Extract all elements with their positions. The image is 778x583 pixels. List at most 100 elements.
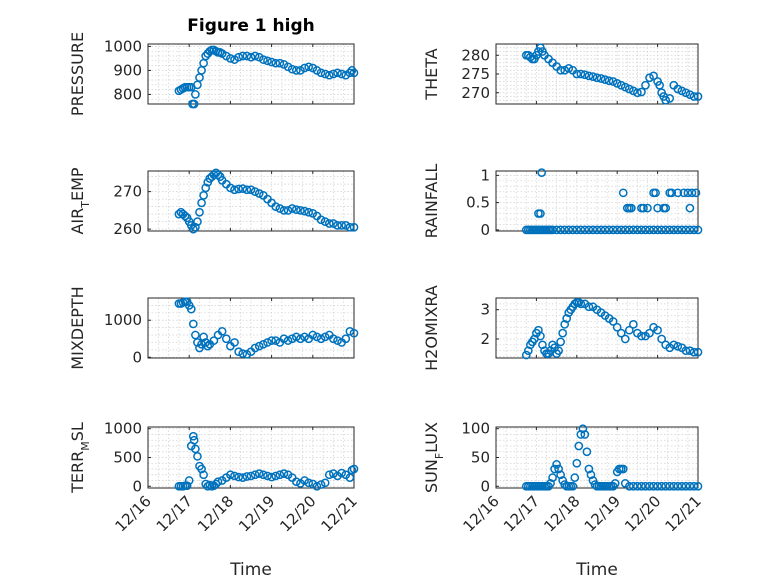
data-point	[291, 332, 301, 342]
y-axis-label: H2OMIXRA	[422, 285, 441, 371]
data-point	[576, 430, 586, 439]
data-point	[633, 225, 642, 235]
data-point	[693, 92, 703, 101]
series-pressure	[174, 45, 359, 109]
data-point	[316, 334, 326, 344]
data-point	[308, 330, 318, 340]
axes-frame-mixdepth	[147, 297, 355, 359]
data-point	[271, 58, 281, 68]
data-point	[649, 225, 658, 235]
data-point	[687, 188, 697, 198]
data-point	[320, 69, 330, 79]
data-point	[197, 198, 206, 208]
data-point	[341, 334, 351, 344]
data-point	[548, 225, 557, 235]
data-point	[191, 90, 200, 99]
data-point	[592, 73, 602, 83]
data-point	[300, 206, 309, 216]
data-point	[345, 222, 355, 232]
data-point	[629, 319, 638, 329]
data-point	[626, 203, 636, 213]
data-point	[324, 70, 334, 80]
data-point	[254, 341, 264, 351]
data-point	[588, 225, 598, 235]
data-point	[653, 325, 662, 335]
data-point	[279, 206, 289, 215]
data-point	[612, 225, 622, 235]
data-point	[693, 481, 703, 491]
data-point	[618, 188, 628, 198]
data-point	[230, 185, 239, 195]
data-point	[637, 481, 646, 491]
y-tick-label: 3	[480, 301, 490, 319]
data-point	[246, 185, 256, 195]
data-point	[552, 460, 561, 469]
data-point	[689, 225, 699, 235]
data-point	[677, 86, 687, 96]
grid-rainfall	[495, 171, 699, 231]
data-point	[655, 80, 664, 90]
data-point	[576, 299, 586, 309]
data-point	[637, 331, 646, 341]
y-tick-label: 1000	[104, 37, 142, 55]
data-point	[667, 188, 677, 198]
data-point	[234, 184, 243, 194]
data-point	[633, 481, 642, 491]
y-axis-label-rest: EMP	[68, 167, 87, 201]
data-point	[616, 225, 626, 235]
data-point	[271, 202, 281, 211]
y-tick-label: 275	[461, 65, 490, 83]
data-point	[188, 224, 198, 234]
data-point	[657, 481, 666, 491]
y-axis-label-base: AIR	[68, 208, 87, 235]
data-point	[548, 473, 557, 482]
y-axis-label: MIXDEPTH	[68, 286, 87, 369]
data-point	[188, 319, 198, 329]
panel-air_temp: 260 270 AIRTEMP	[68, 167, 359, 238]
data-point	[683, 188, 693, 198]
panel-pressure: 800 900 1000 PRESSURE	[68, 32, 359, 116]
data-point	[645, 481, 654, 491]
y-tick-label: 0	[480, 221, 490, 239]
data-point	[184, 476, 194, 485]
data-point	[349, 464, 359, 474]
data-point	[641, 80, 650, 90]
y-tick-label: 2	[480, 330, 490, 348]
data-point	[250, 187, 260, 196]
data-point	[263, 471, 272, 481]
data-point	[188, 431, 198, 441]
data-point	[275, 58, 285, 68]
data-point	[572, 69, 582, 79]
data-point	[584, 71, 594, 81]
data-point	[291, 477, 301, 487]
data-point	[250, 470, 260, 480]
data-point	[584, 225, 594, 235]
data-point	[588, 72, 598, 81]
data-point	[193, 338, 202, 347]
data-point	[554, 346, 563, 356]
data-point	[556, 337, 565, 347]
data-point	[521, 350, 531, 360]
data-point	[275, 204, 285, 213]
data-point	[320, 217, 330, 226]
data-point	[213, 170, 223, 180]
data-point	[572, 458, 582, 468]
data-point	[238, 51, 248, 61]
data-point	[536, 209, 545, 218]
data-point	[570, 473, 580, 482]
data-point	[191, 444, 200, 454]
data-point	[629, 481, 638, 491]
data-point	[337, 468, 346, 478]
y-axis-label: AIRTEMP	[68, 167, 92, 234]
data-point	[616, 328, 626, 338]
data-point	[329, 69, 338, 79]
y-axis-label-base: TERR	[68, 451, 87, 494]
data-point	[560, 65, 570, 75]
series-air_temp	[174, 168, 359, 234]
y-tick-label: 800	[113, 85, 142, 103]
x-tick-label: 12/16	[460, 492, 503, 535]
data-point	[283, 336, 293, 345]
data-point	[556, 225, 565, 235]
data-point	[620, 334, 630, 344]
data-point	[693, 225, 703, 235]
